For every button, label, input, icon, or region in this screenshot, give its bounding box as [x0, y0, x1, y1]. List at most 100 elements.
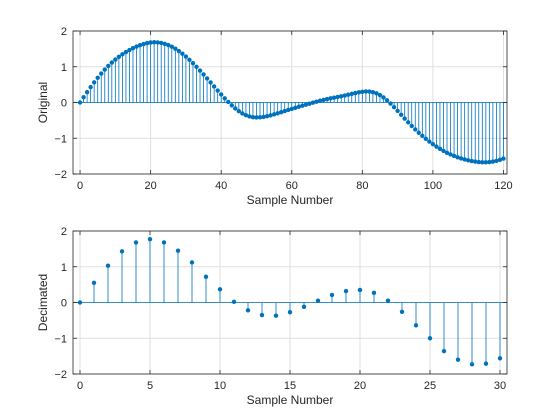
data-point	[437, 146, 443, 152]
x-tick-label: 100	[424, 180, 442, 192]
y-tick-label: 2	[61, 226, 67, 238]
data-point	[261, 114, 266, 120]
data-point	[444, 150, 450, 156]
data-point	[473, 159, 478, 164]
data-point	[151, 40, 157, 45]
data-point	[357, 287, 363, 293]
data-point	[190, 60, 196, 66]
data-point	[377, 92, 383, 98]
data-point	[395, 108, 400, 114]
data-point	[441, 348, 447, 354]
data-point	[346, 92, 351, 97]
data-point	[388, 101, 393, 106]
data-point	[233, 106, 238, 111]
x-tick-label: 40	[215, 180, 227, 192]
data-point	[413, 323, 419, 328]
data-point	[317, 98, 323, 103]
x-axis-label: Sample Number	[247, 393, 334, 407]
decimated-plot: 0 5 10 15 20 25 30 −2 −1 0 1 2 Sample Number Decimate…	[36, 226, 508, 407]
data-point	[201, 72, 206, 77]
data-point	[105, 263, 111, 268]
data-point	[203, 274, 209, 279]
data-point	[349, 91, 354, 97]
data-point	[194, 64, 199, 69]
data-point	[120, 52, 125, 57]
data-point	[144, 40, 150, 46]
data-point	[102, 67, 107, 72]
data-point	[282, 108, 287, 114]
data-point	[331, 95, 337, 100]
y-tick-label: −1	[54, 333, 67, 345]
data-point	[497, 157, 503, 163]
data-point	[127, 47, 132, 53]
data-point	[148, 40, 153, 45]
data-point	[204, 76, 210, 81]
data-point	[254, 115, 259, 120]
data-point	[469, 362, 475, 367]
data-point	[487, 159, 492, 165]
data-point	[289, 106, 294, 112]
data-point	[245, 308, 251, 313]
data-point	[211, 84, 217, 89]
data-point	[406, 120, 411, 125]
data-point	[420, 133, 425, 139]
data-point	[137, 42, 143, 48]
data-point	[84, 89, 90, 95]
data-point	[268, 113, 273, 118]
data-point	[335, 94, 340, 100]
data-point	[81, 95, 86, 100]
data-point	[296, 104, 302, 109]
original-plot: 0 20 40 60 80 100 120 −2 −1 0 1 2 Sample Number Origi…	[36, 26, 513, 207]
data-point	[91, 80, 97, 85]
data-point	[303, 102, 309, 107]
data-point	[113, 57, 118, 62]
data-point	[247, 114, 252, 119]
y-tick-label: 0	[61, 98, 67, 110]
data-point	[215, 88, 220, 93]
data-point	[123, 49, 129, 55]
data-point	[501, 156, 506, 161]
data-point	[455, 155, 460, 160]
x-tick-label: 80	[356, 180, 368, 192]
data-point	[360, 89, 365, 94]
data-point	[427, 336, 433, 341]
data-point	[300, 103, 305, 108]
data-point	[91, 280, 97, 286]
data-point	[353, 90, 358, 96]
data-point	[409, 123, 414, 129]
data-point	[465, 158, 471, 163]
data-point	[226, 99, 231, 105]
data-point	[287, 309, 293, 315]
data-point	[77, 100, 83, 105]
x-tick-label: 120	[494, 180, 512, 192]
data-point	[106, 63, 111, 69]
data-point	[441, 148, 446, 154]
data-point	[141, 41, 146, 47]
data-point	[310, 100, 316, 105]
data-point	[273, 313, 279, 318]
data-point	[240, 111, 245, 116]
x-tick-label: 0	[77, 380, 83, 392]
data-point	[455, 357, 461, 362]
data-point	[275, 111, 280, 116]
data-point	[301, 304, 307, 309]
data-point	[183, 54, 189, 59]
x-tick-label: 20	[354, 380, 366, 392]
data-point	[243, 112, 249, 118]
data-point	[147, 237, 153, 242]
data-point	[494, 158, 499, 164]
y-tick-label: −1	[54, 133, 67, 145]
data-point	[483, 160, 489, 165]
data-point	[451, 153, 457, 159]
data-point	[95, 75, 100, 81]
data-point	[197, 68, 203, 73]
data-point	[381, 95, 386, 100]
data-point	[328, 96, 333, 101]
y-tick-label: 2	[61, 26, 67, 38]
data-point	[490, 159, 496, 164]
data-point	[384, 98, 390, 103]
data-point	[278, 109, 284, 115]
data-point	[413, 127, 418, 132]
y-tick-label: 0	[61, 298, 67, 310]
